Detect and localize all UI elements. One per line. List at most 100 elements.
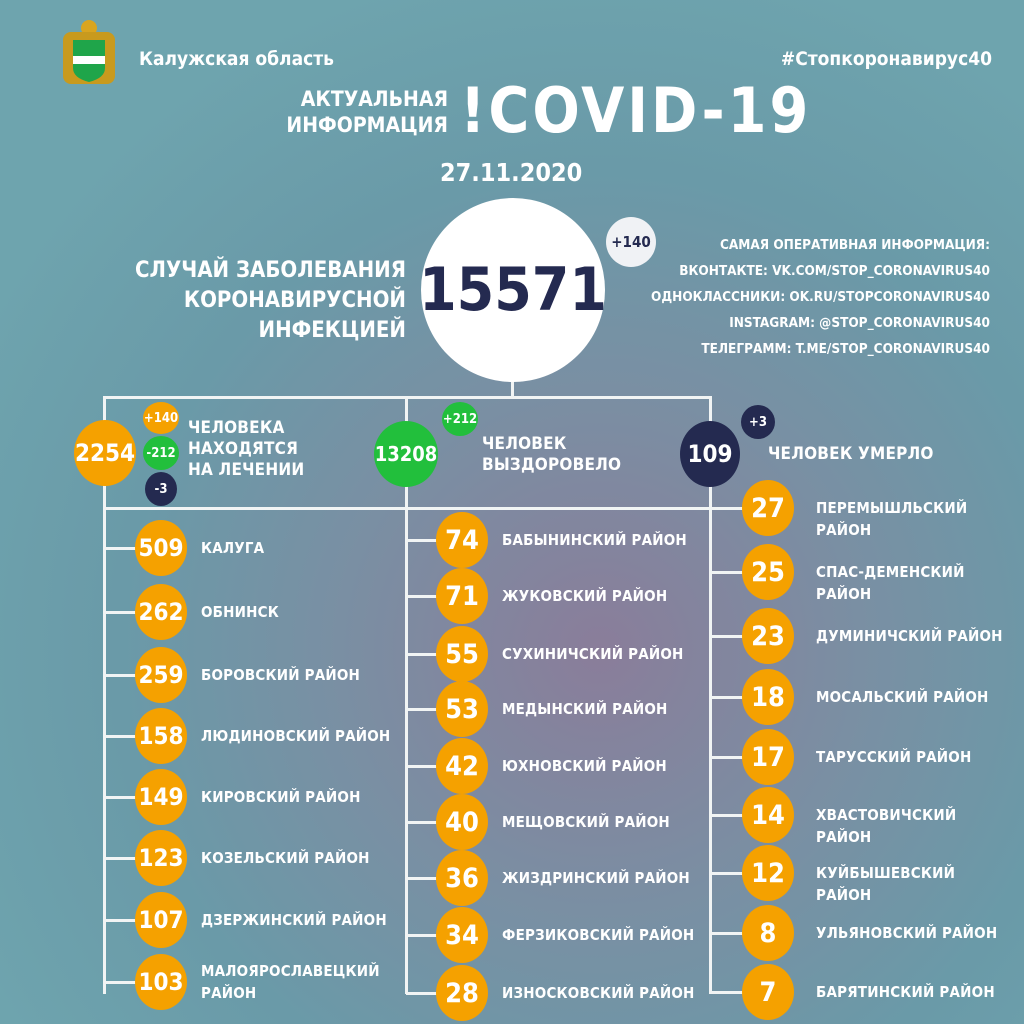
district-count-circle: 103 <box>135 954 187 1010</box>
died-circle: 109 <box>680 421 740 487</box>
treatment-label-1: ЧЕЛОВЕКА <box>188 418 285 438</box>
title-covid: !COVID-19 <box>460 74 812 147</box>
district-count-circle: 262 <box>135 584 187 640</box>
district-name: СПАС-ДЕМЕНСКИЙ РАЙОН <box>816 563 965 603</box>
district-count-circle: 107 <box>135 892 187 948</box>
district-count-circle: 40 <box>436 794 488 850</box>
district-name: БАБЫНИНСКИЙ РАЙОН <box>502 531 687 549</box>
district-name: СУХИНИЧСКИЙ РАЙОН <box>502 645 684 663</box>
district-count-circle: 23 <box>742 608 794 664</box>
total-delta-badge: +140 <box>606 217 656 267</box>
connector <box>104 919 161 922</box>
district-name: ТАРУССКИЙ РАЙОН <box>816 748 972 766</box>
connector <box>104 611 161 614</box>
district-name: КУЙБЫШЕВСКИЙ РАЙОН <box>816 864 956 904</box>
recovered-label-1: ЧЕЛОВЕК <box>482 434 567 454</box>
treatment-dead-badge: -3 <box>145 472 177 506</box>
district-count-circle: 14 <box>742 787 794 843</box>
connector <box>406 934 462 937</box>
link-ok[interactable]: ОДНОКЛАССНИКИ: OK.RU/STOPCORONAVIRUS40 <box>651 289 990 305</box>
died-delta-badge: +3 <box>741 405 775 439</box>
district-name: ИЗНОСКОВСКИЙ РАЙОН <box>502 984 695 1002</box>
district-name: МАЛОЯРОСЛАВЕЦКИЙ РАЙОН <box>201 962 380 1002</box>
connector <box>710 696 768 699</box>
connector <box>406 992 462 995</box>
date: 27.11.2020 <box>440 158 583 187</box>
district-count-circle: 12 <box>742 845 794 901</box>
connector <box>406 653 462 656</box>
title-line-1: АКТУАЛЬНАЯ <box>300 87 448 111</box>
district-name: ОБНИНСК <box>201 603 279 621</box>
link-instagram[interactable]: INSTAGRAM: @STOP_CORONAVIRUS40 <box>729 315 990 331</box>
title-line-2: ИНФОРМАЦИЯ <box>286 113 448 137</box>
district-name: ФЕРЗИКОВСКИЙ РАЙОН <box>502 926 695 944</box>
district-count-circle: 71 <box>436 568 488 624</box>
connector <box>104 857 161 860</box>
connector <box>710 872 768 875</box>
connector <box>710 571 768 574</box>
recovered-delta-badge: +212 <box>442 402 478 436</box>
district-count-circle: 8 <box>742 905 794 961</box>
coat-of-arms-logo <box>55 18 123 88</box>
connector <box>104 981 161 984</box>
connector <box>710 756 768 759</box>
district-count-circle: 74 <box>436 512 488 568</box>
connector <box>406 821 462 824</box>
district-count-circle: 28 <box>436 965 488 1021</box>
died-label: ЧЕЛОВЕК УМЕРЛО <box>768 444 934 464</box>
district-name: БАРЯТИНСКИЙ РАЙОН <box>816 983 995 1001</box>
district-count-circle: 123 <box>135 830 187 886</box>
connector <box>710 635 768 638</box>
region-name: Калужская область <box>139 48 334 70</box>
district-name: МОСАЛЬСКИЙ РАЙОН <box>816 688 989 706</box>
district-name: ПЕРЕМЫШЛЬСКИЙ РАЙОН <box>816 499 968 539</box>
total-label-2: КОРОНАВИРУСНОЙ ИНФЕКЦИЕЙ <box>183 288 406 343</box>
treatment-label-3: НА ЛЕЧЕНИИ <box>188 460 305 480</box>
district-name: ЮХНОВСКИЙ РАЙОН <box>502 757 667 775</box>
district-count-circle: 158 <box>135 708 187 764</box>
total-label-1: СЛУЧАЙ ЗАБОЛЕВАНИЯ <box>134 258 406 283</box>
district-name: КАЛУГА <box>201 539 265 557</box>
district-count-circle: 7 <box>742 964 794 1020</box>
connector <box>710 991 768 994</box>
district-name: ХВАСТОВИЧСКИЙ РАЙОН <box>816 806 957 846</box>
recovered-label-2: ВЫЗДОРОВЕЛО <box>482 455 622 475</box>
district-name: ЛЮДИНОВСКИЙ РАЙОН <box>201 727 391 745</box>
district-count-circle: 55 <box>436 626 488 682</box>
connector <box>710 507 768 510</box>
connector <box>710 932 768 935</box>
link-telegram[interactable]: ТЕЛЕГРАММ: T.ME/STOP_CORONAVIRUS40 <box>701 341 990 357</box>
district-count-circle: 34 <box>436 907 488 963</box>
district-name: КОЗЕЛЬСКИЙ РАЙОН <box>201 849 370 867</box>
connector <box>104 796 161 799</box>
connector <box>406 877 462 880</box>
district-name: КИРОВСКИЙ РАЙОН <box>201 788 361 806</box>
district-count-circle: 18 <box>742 669 794 725</box>
district-count-circle: 53 <box>436 681 488 737</box>
treatment-label-2: НАХОДЯТСЯ <box>188 439 299 459</box>
district-name: ЖИЗДРИНСКИЙ РАЙОН <box>502 869 690 887</box>
connector <box>406 765 462 768</box>
district-name: МЕЩОВСКИЙ РАЙОН <box>502 813 670 831</box>
connector <box>406 595 462 598</box>
connector <box>104 735 161 738</box>
district-count-circle: 17 <box>742 729 794 785</box>
connector <box>406 708 462 711</box>
district-count-circle: 36 <box>436 850 488 906</box>
link-vk[interactable]: ВКОНТАКТЕ: VK.COM/STOP_CORONAVIRUS40 <box>679 263 990 279</box>
district-count-circle: 259 <box>135 647 187 703</box>
treatment-plus-badge: +140 <box>143 402 179 434</box>
district-name: ДЗЕРЖИНСКИЙ РАЙОН <box>201 911 387 929</box>
district-name: ЖУКОВСКИЙ РАЙОН <box>502 587 668 605</box>
district-count-circle: 42 <box>436 738 488 794</box>
connector <box>710 814 768 817</box>
connector <box>406 539 462 542</box>
total-cases-circle: 15571 <box>419 198 607 382</box>
district-count-circle: 25 <box>742 544 794 600</box>
district-count-circle: 509 <box>135 520 187 576</box>
hashtag: #Стопкоронавирус40 <box>780 48 992 70</box>
district-name: УЛЬЯНОВСКИЙ РАЙОН <box>816 924 998 942</box>
connector <box>104 547 161 550</box>
district-name: БОРОВСКИЙ РАЙОН <box>201 666 360 684</box>
district-count-circle: 27 <box>742 480 794 536</box>
